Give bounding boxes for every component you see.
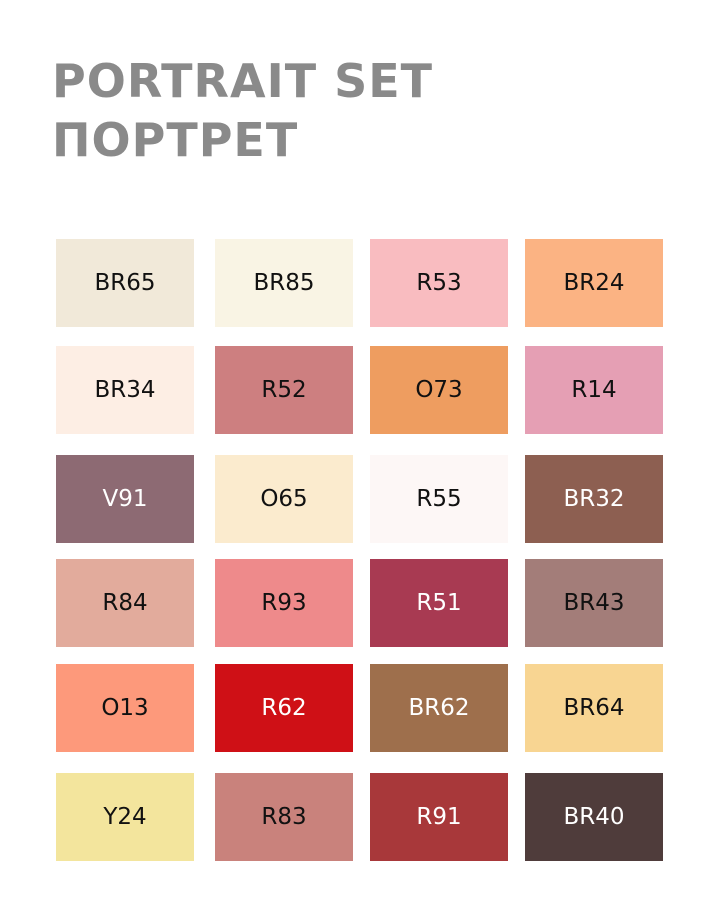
color-swatch: BR65 [56,239,194,327]
color-swatch: O13 [56,664,194,752]
color-swatch: R55 [370,455,508,543]
swatch-code: V91 [102,486,148,512]
color-swatch: R83 [215,773,353,861]
swatch-code: R52 [261,377,307,403]
title-russian: ПОРТРЕТ [52,113,299,167]
title-english: PORTRAIT SET [52,54,434,108]
swatch-code: O65 [260,486,308,512]
color-swatch: BR32 [525,455,663,543]
color-swatch: R62 [215,664,353,752]
color-swatch: BR64 [525,664,663,752]
color-swatch: O65 [215,455,353,543]
swatch-code: BR62 [408,695,470,721]
swatch-code: BR65 [94,270,156,296]
swatch-code: BR85 [253,270,315,296]
swatch-code: BR24 [563,270,625,296]
color-swatch: BR85 [215,239,353,327]
swatch-code: R84 [102,590,148,616]
color-swatch: R52 [215,346,353,434]
color-swatch: R91 [370,773,508,861]
color-swatch: R14 [525,346,663,434]
color-swatch: BR24 [525,239,663,327]
color-swatch: V91 [56,455,194,543]
swatch-code: BR64 [563,695,625,721]
color-swatch: R53 [370,239,508,327]
swatch-code: Y24 [103,804,147,830]
swatch-code: O73 [415,377,463,403]
swatch-code: R14 [571,377,617,403]
swatch-code: BR40 [563,804,625,830]
color-swatch: BR43 [525,559,663,647]
swatch-code: R53 [416,270,462,296]
swatch-code: BR43 [563,590,625,616]
swatch-code: R62 [261,695,307,721]
swatch-code: R83 [261,804,307,830]
color-swatch: BR62 [370,664,508,752]
swatch-code: O13 [101,695,149,721]
swatch-code: R51 [416,590,462,616]
color-swatch: R51 [370,559,508,647]
swatch-code: R91 [416,804,462,830]
color-swatch: BR34 [56,346,194,434]
swatch-code: R55 [416,486,462,512]
swatch-code: BR34 [94,377,156,403]
swatch-code: R93 [261,590,307,616]
swatch-code: BR32 [563,486,625,512]
color-swatch: O73 [370,346,508,434]
color-swatch: BR40 [525,773,663,861]
color-swatch: R84 [56,559,194,647]
color-swatch: R93 [215,559,353,647]
color-swatch: Y24 [56,773,194,861]
